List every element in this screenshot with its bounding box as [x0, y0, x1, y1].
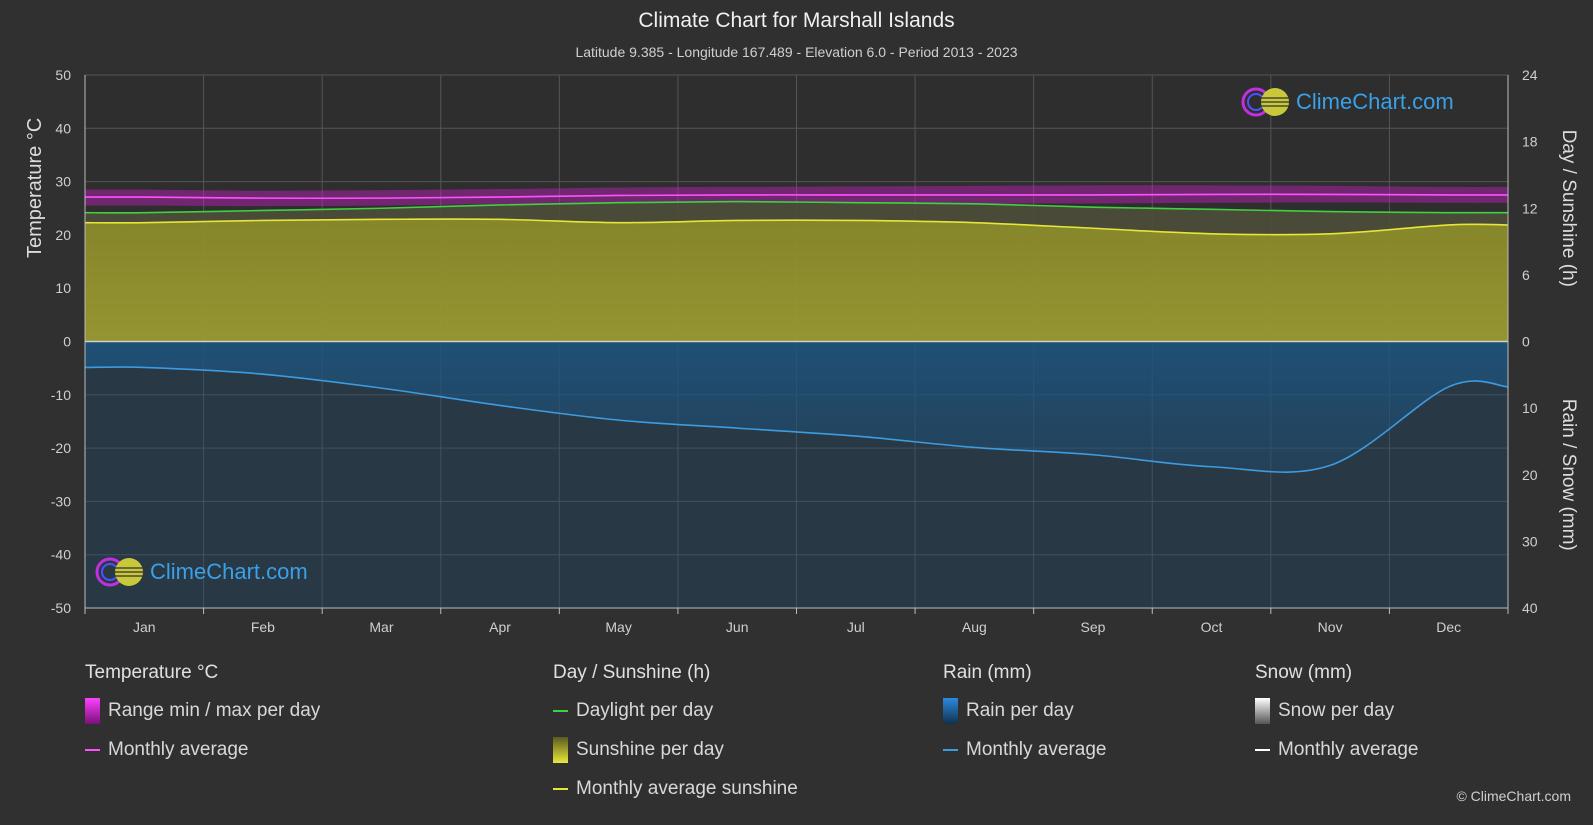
x-tick-label: Oct [1201, 619, 1223, 635]
x-tick-label: Feb [251, 619, 275, 635]
legend-label: Monthly average [966, 739, 1107, 760]
x-tick-label: Jul [847, 619, 865, 635]
y-tick-label-right-sunshine: 12 [1522, 200, 1538, 216]
legend-swatch [943, 698, 958, 724]
legend-snow: Snow (mm) Snow per day Monthly average [1255, 662, 1418, 776]
data-areas [85, 185, 1508, 608]
legend-label: Daylight per day [576, 700, 714, 721]
logo-icon [1241, 87, 1289, 117]
axes: 50 40 30 20 10 0 -10 -20 -30 -40 -50 24 18 12 6 0 10 20 30… [51, 67, 1579, 635]
y-tick-label-right-sunshine: 0 [1522, 334, 1530, 350]
x-tick-label: Aug [962, 619, 987, 635]
y-tick-label-left: 0 [63, 334, 71, 350]
legend-swatch [1255, 749, 1270, 751]
rain-average-line [84, 366, 1509, 473]
legend-swatch [85, 749, 100, 751]
legend-swatch [553, 788, 568, 790]
legend-sunshine: Day / Sunshine (h) Daylight per day Suns… [553, 662, 798, 815]
y-tick-label-left: 30 [55, 174, 71, 190]
legend-swatch [943, 749, 958, 751]
y-tick-label-left: 40 [55, 120, 71, 136]
y-tick-label-right-sunshine: 18 [1522, 134, 1538, 150]
legend-item: Monthly average sunshine [553, 776, 798, 802]
legend-item: Snow per day [1255, 698, 1418, 724]
logo-bottom: ClimeChart.com [94, 556, 308, 588]
legend-item: Sunshine per day [553, 737, 798, 763]
y-tick-label-left: 20 [55, 227, 71, 243]
daylight-line [84, 200, 1509, 214]
sunshine-average-line [84, 218, 1509, 236]
legend-swatch [553, 710, 568, 712]
legend-item: Monthly average [1255, 737, 1418, 763]
y-axis-left-label: Temperature °C [24, 117, 46, 258]
y-tick-label-right-sunshine: 24 [1522, 67, 1538, 83]
copyright: © ClimeChart.com [1456, 788, 1571, 804]
logo-text: ClimeChart.com [150, 559, 308, 584]
y-tick-label-right-rain: 40 [1522, 600, 1538, 616]
x-tick-label: Jan [133, 619, 156, 635]
temperature-average-line [84, 193, 1509, 200]
legend-label: Monthly average sunshine [576, 778, 798, 799]
legend-label: Snow per day [1278, 700, 1395, 721]
y-tick-label-left: -30 [51, 493, 71, 509]
y-axis-right-rain-label: Rain / Snow (mm) [1558, 399, 1579, 551]
legend-item: Rain per day [943, 698, 1106, 724]
x-tick-label: Dec [1436, 619, 1461, 635]
x-tick-label: Sep [1080, 619, 1105, 635]
x-tick-label: Nov [1318, 619, 1343, 635]
legend-swatch [1255, 698, 1270, 724]
y-tick-label-left: 50 [55, 67, 71, 83]
y-tick-label-left: -20 [51, 440, 71, 456]
legend-label: Sunshine per day [576, 739, 724, 760]
legend-label: Monthly average [108, 739, 249, 760]
y-tick-label-right-sunshine: 6 [1522, 267, 1530, 283]
data-lines [84, 193, 1509, 473]
x-tick-label: Jun [726, 619, 749, 635]
y-tick-label-left: -40 [51, 547, 71, 563]
logo-top: ClimeChart.com [1240, 86, 1454, 118]
legend-heading: Day / Sunshine (h) [553, 662, 711, 683]
sunshine-area [85, 219, 1508, 342]
legend-label: Monthly average [1278, 739, 1419, 760]
y-tick-label-left: -10 [51, 387, 71, 403]
legend-item: Daylight per day [553, 698, 798, 724]
legend-item: Monthly average [85, 737, 320, 763]
legend-heading: Temperature °C [85, 662, 219, 683]
y-tick-label-right-rain: 30 [1522, 533, 1538, 549]
x-tick-label: Mar [369, 619, 393, 635]
legend-heading: Rain (mm) [943, 662, 1032, 683]
logo-text: ClimeChart.com [1296, 89, 1454, 114]
legend-label: Range min / max per day [108, 700, 321, 721]
legend-temperature: Temperature °C Range min / max per day M… [85, 662, 320, 776]
legend-heading: Snow (mm) [1255, 662, 1353, 683]
chart-subtitle: Latitude 9.385 - Longitude 167.489 - Ele… [575, 44, 1018, 60]
y-axis-right-sunshine-label: Day / Sunshine (h) [1558, 130, 1579, 287]
rain-area [85, 341, 1508, 473]
logo-icon [95, 557, 143, 587]
y-tick-label-left: 10 [55, 280, 71, 296]
chart-title: Climate Chart for Marshall Islands [638, 9, 955, 32]
x-tick-label: Apr [489, 619, 511, 635]
legend-item: Monthly average [943, 737, 1106, 763]
x-tick-label: May [605, 619, 631, 635]
legend-rain: Rain (mm) Rain per day Monthly average [943, 662, 1106, 776]
legend-item: Range min / max per day [85, 698, 320, 724]
y-tick-label-left: -50 [51, 600, 71, 616]
legend-swatch [553, 737, 568, 763]
daylight-area [85, 201, 1508, 235]
legend-swatch [85, 698, 100, 724]
legend-label: Rain per day [966, 700, 1074, 721]
y-tick-label-right-rain: 10 [1522, 400, 1538, 416]
y-tick-label-right-rain: 20 [1522, 467, 1538, 483]
rain-daily-bars [85, 341, 1508, 608]
